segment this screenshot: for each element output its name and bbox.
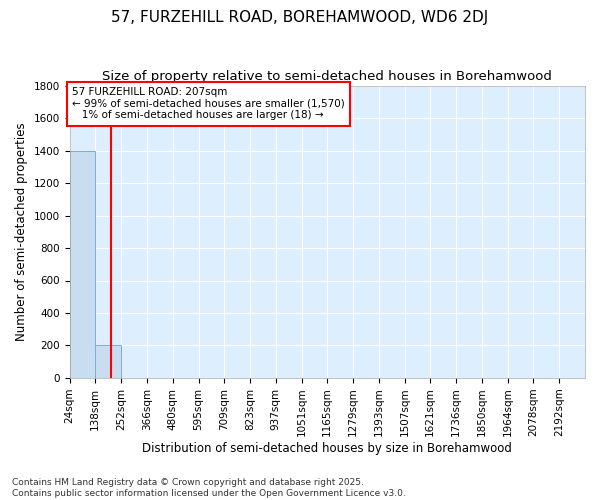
Y-axis label: Number of semi-detached properties: Number of semi-detached properties <box>15 122 28 341</box>
Text: 57, FURZEHILL ROAD, BOREHAMWOOD, WD6 2DJ: 57, FURZEHILL ROAD, BOREHAMWOOD, WD6 2DJ <box>112 10 488 25</box>
Text: 57 FURZEHILL ROAD: 207sqm
← 99% of semi-detached houses are smaller (1,570)
   1: 57 FURZEHILL ROAD: 207sqm ← 99% of semi-… <box>72 87 344 120</box>
Bar <box>70 150 95 378</box>
Bar <box>95 346 121 378</box>
Title: Size of property relative to semi-detached houses in Borehamwood: Size of property relative to semi-detach… <box>103 70 552 83</box>
Text: Contains HM Land Registry data © Crown copyright and database right 2025.
Contai: Contains HM Land Registry data © Crown c… <box>12 478 406 498</box>
X-axis label: Distribution of semi-detached houses by size in Borehamwood: Distribution of semi-detached houses by … <box>142 442 512 455</box>
